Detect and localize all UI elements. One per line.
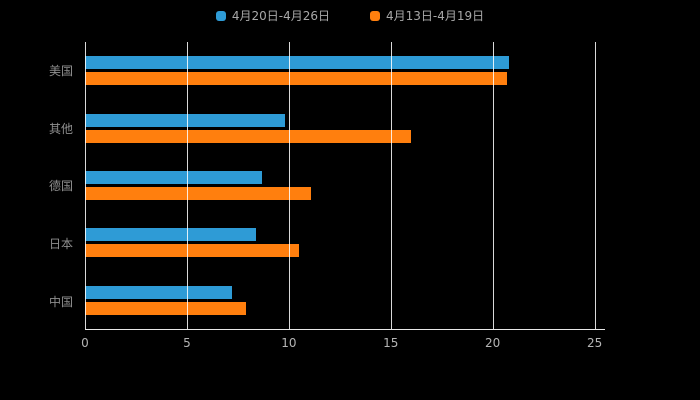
category-label: 中国 bbox=[48, 294, 73, 309]
x-tick-label: 25 bbox=[586, 336, 603, 350]
x-axis-labels: 0 5 10 15 20 25 bbox=[81, 336, 605, 352]
category-label: 德国 bbox=[48, 179, 73, 194]
bar-series-1-0 bbox=[85, 72, 507, 86]
category-label: 日本 bbox=[48, 237, 73, 252]
gridline bbox=[85, 42, 86, 329]
bar-series-0-3 bbox=[85, 228, 257, 242]
bar-series-0-1 bbox=[85, 113, 285, 127]
legend-marker-icon bbox=[370, 10, 380, 21]
gridline bbox=[492, 42, 494, 329]
gridline bbox=[594, 42, 596, 329]
bar-series-1-2 bbox=[85, 186, 312, 200]
bar-group-0 bbox=[85, 56, 605, 86]
gridline bbox=[186, 42, 188, 329]
gridline bbox=[390, 42, 392, 329]
x-tick-label: 20 bbox=[485, 336, 501, 350]
plot-area bbox=[85, 42, 605, 330]
bar-series-0-0 bbox=[85, 56, 509, 70]
legend-item-series-1[interactable]: 4月13日-4月19日 bbox=[370, 7, 484, 24]
legend-marker-icon bbox=[215, 10, 226, 21]
bar-group-4 bbox=[85, 285, 605, 315]
bar-series-0-2 bbox=[85, 170, 263, 184]
legend-item-series-0[interactable]: 4月20日-4月26日 bbox=[215, 7, 330, 24]
legend-label: 4月13日-4月19日 bbox=[386, 9, 485, 23]
chart-body: 美国其他德国日本中国 bbox=[0, 42, 700, 330]
x-tick-label: 10 bbox=[281, 336, 297, 350]
bar-group-1 bbox=[85, 113, 605, 143]
y-axis-labels: 美国其他德国日本中国 bbox=[0, 42, 85, 330]
legend-label: 4月20日-4月26日 bbox=[231, 9, 330, 23]
x-tick-label: 15 bbox=[383, 336, 399, 350]
bar-series-1-1 bbox=[85, 129, 412, 143]
bar-series-0-4 bbox=[85, 285, 232, 299]
bar-series-1-3 bbox=[85, 244, 300, 258]
category-label: 美国 bbox=[48, 64, 73, 79]
bar-group-3 bbox=[85, 228, 605, 258]
category-label: 其他 bbox=[48, 121, 73, 136]
gridline bbox=[288, 42, 290, 329]
bar-groups bbox=[85, 42, 605, 329]
chart-legend: 4月20日-4月26日 4月13日-4月19日 bbox=[0, 7, 700, 24]
bar-group-2 bbox=[85, 170, 605, 200]
x-tick-label: 0 bbox=[81, 336, 89, 350]
bar-series-1-4 bbox=[85, 301, 247, 315]
x-tick-label: 5 bbox=[183, 336, 191, 350]
